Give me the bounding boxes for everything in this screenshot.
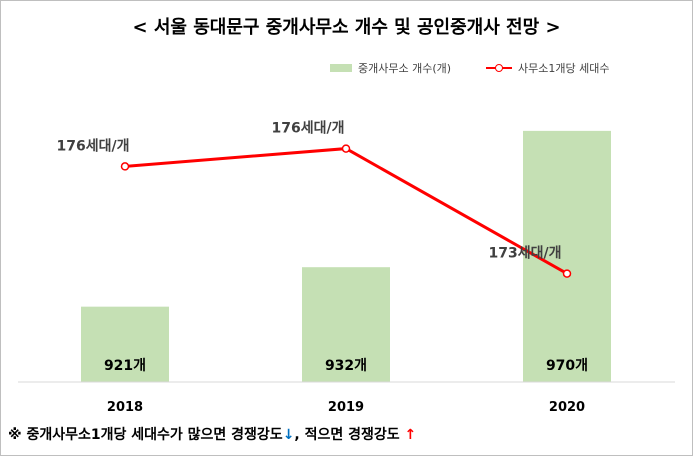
line-point-2019	[341, 144, 351, 153]
line-value-label-2019: 176세대/개	[272, 121, 345, 137]
line-value-label-2018: 176세대/개	[57, 138, 130, 154]
legend-line-marker	[495, 64, 503, 72]
line-value-label-2020: 173세대/개	[489, 246, 562, 262]
legend-bar-swatch	[330, 64, 352, 72]
bar-value-label-2020: 970개	[546, 358, 588, 374]
bar-2019	[302, 267, 390, 382]
x-tick-label-2019: 2019	[328, 400, 364, 415]
footnote: ※ 중개사무소1개당 세대수가 많으면 경쟁강도↓, 적으면 경쟁강도 ↑	[8, 424, 416, 444]
bars-layer	[81, 130, 611, 382]
x-tick-label-2018: 2018	[107, 400, 143, 415]
bar-2018	[81, 306, 169, 382]
arrow-up-icon: ↑	[404, 427, 417, 443]
footnote-middle: , 적으면 경쟁강도	[294, 427, 405, 443]
bar-value-label-2019: 932개	[325, 358, 367, 374]
line-point-2018	[120, 162, 130, 171]
legend-bar-label: 중개사무소 개수(개)	[358, 62, 452, 75]
labels-layer: 921개 2018 932개 2019 970개 2020 176세대/개 176세대/개 17…	[57, 121, 589, 415]
legend-line-label: 사무소1개당 세대수	[518, 62, 610, 75]
line-point-2020	[562, 269, 572, 278]
arrow-down-icon: ↓	[282, 427, 295, 443]
line-layer	[120, 144, 572, 278]
chart-title: < 서울 동대문구 중개사무소 개수 및 공인중개사 전망 >	[132, 17, 561, 38]
x-tick-label-2020: 2020	[549, 400, 585, 415]
footnote-prefix: ※ 중개사무소1개당 세대수가 많으면 경쟁강도	[8, 427, 283, 443]
bar-value-label-2018: 921개	[104, 358, 146, 374]
